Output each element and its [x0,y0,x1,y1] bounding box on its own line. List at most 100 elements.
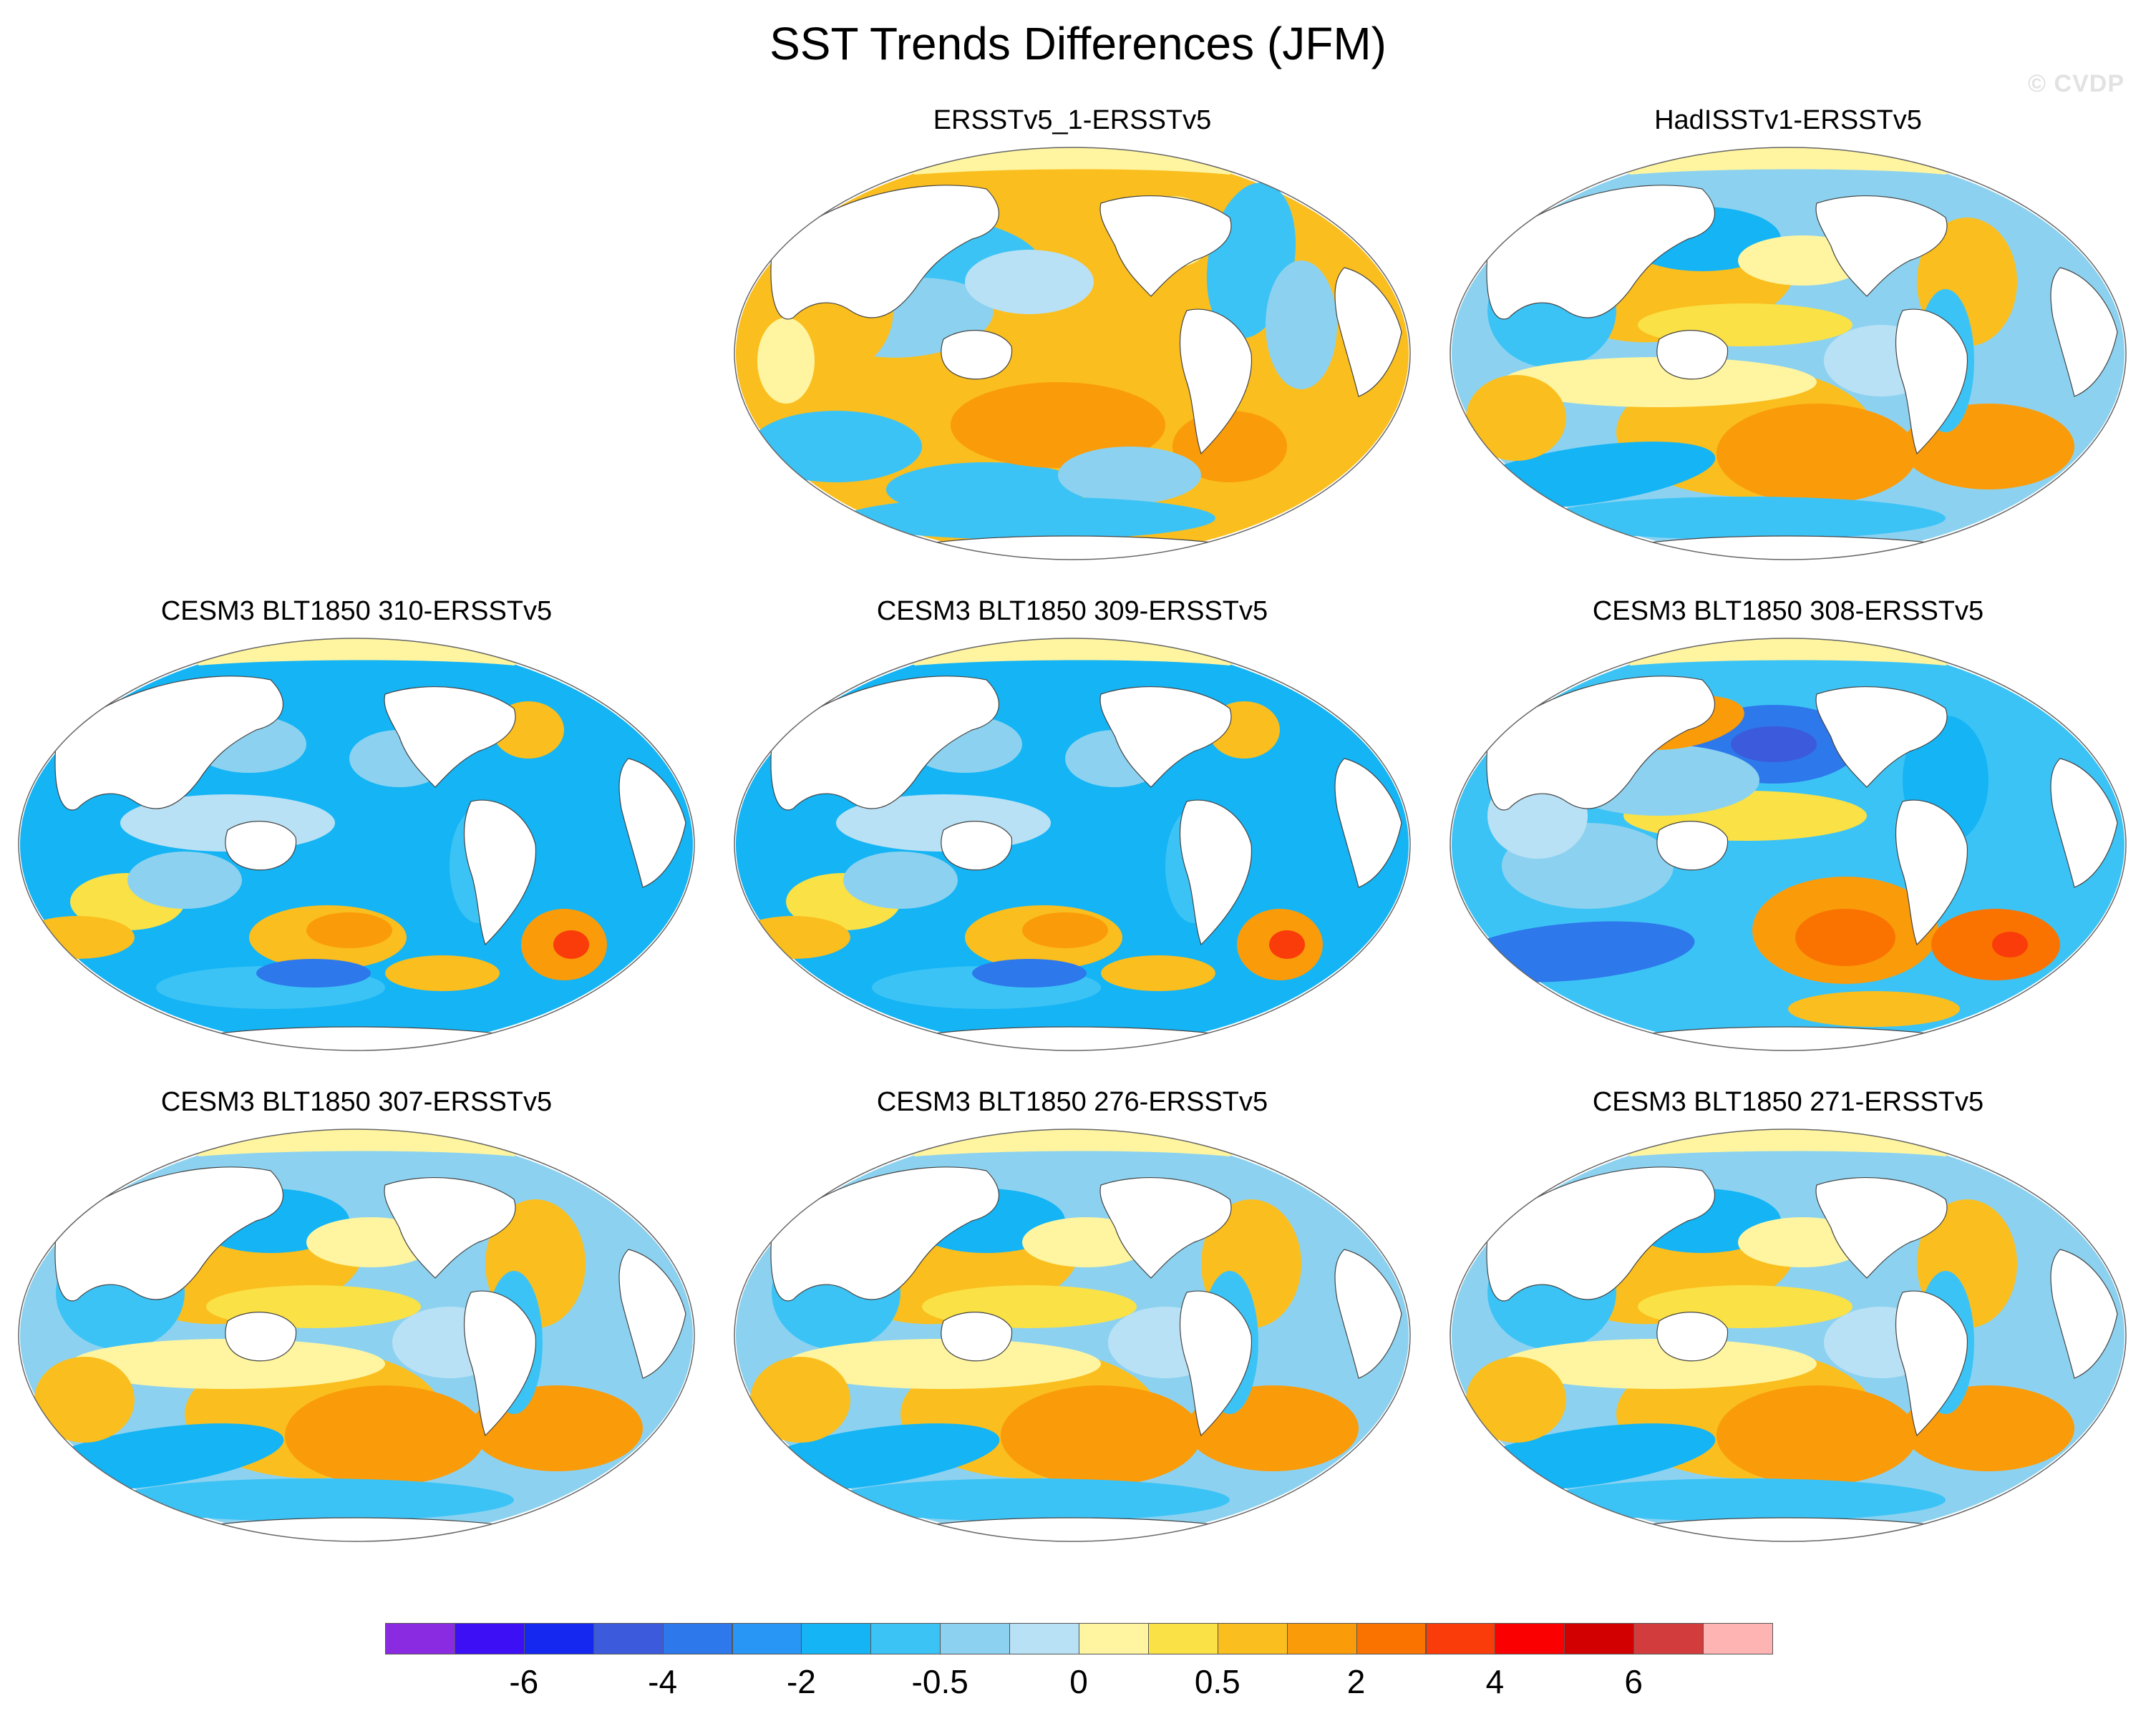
map-outline [734,1128,1411,1542]
map-svg [18,1128,695,1542]
colorbar-swatch [870,1623,941,1654]
land-mass [1815,686,1948,788]
panel-title: CESM3 BLT1850 308-ERSSTv5 [1592,596,1984,626]
colorbar-swatch [1009,1623,1079,1654]
map-panel-ersstv5-1: ERSSTv5_1-ERSSTv5 [729,104,1416,562]
map-panel-cesm3-307: CESM3 BLT1850 307-ERSSTv5 [13,1086,700,1544]
anomaly-region [757,318,815,404]
land-mass [1486,676,1715,811]
map-svg [734,147,1411,560]
land-mass [1179,799,1253,946]
colorbar-swatch [1147,1623,1218,1654]
map-panel-hadisstv1: HadISSTv1-ERSSTv5 [1444,104,2132,562]
panel-title: CESM3 BLT1850 309-ERSSTv5 [876,596,1268,626]
panel-title: HadISSTv1-ERSSTv5 [1654,105,1922,135]
colorbar-tick-label: 0.5 [1194,1663,1240,1700]
land-mass [1656,821,1729,871]
anomaly-region [1502,1339,1817,1389]
land-mass [54,1166,283,1302]
land-mass [1486,1166,1715,1302]
sst-field [1452,147,2125,560]
anomaly-region [306,912,392,948]
anomaly-region [1022,912,1108,948]
land-mass [770,185,999,320]
sst-field [736,1129,1409,1541]
anomaly-region [285,1385,485,1486]
colorbar-swatch [1564,1623,1635,1654]
land-mass [384,1176,516,1279]
anomaly-region [1795,909,1895,966]
colorbar-tick-label: 6 [1624,1663,1643,1700]
colorbar-tick-label: -4 [648,1663,678,1700]
land-mass [1334,1249,1402,1379]
figure-title: SST Trends Differences (JFM) [769,18,1387,69]
colorbar-swatch [385,1623,455,1654]
map-outline [1450,1128,2127,1542]
land-mass [2050,758,2118,888]
anomaly-region [1058,447,1201,504]
anomaly-region [1502,357,1817,407]
colorbar-tick-label: -2 [786,1663,816,1700]
map-panel-cesm3-308: CESM3 BLT1850 308-ERSSTv5 [1444,595,2132,1053]
anomaly-region [70,1339,385,1389]
land-mass [384,686,516,788]
anomaly-region [1101,955,1215,991]
colorbar-swatch [593,1623,664,1654]
land-mass [1486,185,1715,320]
anomaly-region [256,959,371,988]
panel-title: CESM3 BLT1850 271-ERSSTv5 [1592,1087,1984,1117]
land-mass [1815,195,1948,297]
land-mass [1179,308,1253,455]
anomaly-region [1716,1385,1917,1486]
land-mass [1334,267,1402,397]
colorbar-swatch [662,1623,733,1654]
colorbar-swatch [940,1623,1011,1654]
land-mass [1179,1290,1253,1437]
land-mass [54,676,283,811]
colorbar-swatch [732,1623,802,1654]
map-panel-cesm3-309: CESM3 BLT1850 309-ERSSTv5 [729,595,1416,1053]
map-outline [1450,147,2127,560]
anomaly-region [1992,932,2028,957]
map-outline [18,638,695,1051]
colorbar-tick-label: 2 [1346,1663,1366,1700]
colorbar-swatch [1495,1623,1565,1654]
colorbar-swatch [1217,1623,1288,1654]
land-mass [941,821,1013,871]
map-outline [18,1128,695,1542]
land-mass [1656,330,1729,380]
anomaly-region [1545,497,1946,540]
colorbar-swatch [1286,1623,1357,1654]
colorbar-swatch [1633,1623,1704,1654]
anomaly-region [1001,1385,1201,1486]
land-mass [225,821,297,871]
anomaly-region [1269,930,1305,959]
anomaly-region [385,955,500,991]
colorbar-tick-label: 4 [1485,1663,1505,1700]
colorbar-swatch [523,1623,594,1654]
map-panel-cesm3-310: CESM3 BLT1850 310-ERSSTv5 [13,595,700,1053]
anomaly-region [843,852,958,909]
anomaly-region [951,382,1165,468]
colorbar-swatch [1425,1623,1496,1654]
panel-title: CESM3 BLT1850 307-ERSSTv5 [160,1087,553,1117]
panel-title: CESM3 BLT1850 310-ERSSTv5 [160,596,553,626]
anomaly-region [20,916,135,959]
anomaly-region [1788,991,1960,1027]
land-mass [463,799,537,946]
anomaly-region [1716,404,1917,504]
map-outline [734,147,1411,560]
sst-field [1452,1129,2125,1541]
anomaly-region [1545,1478,1946,1521]
panel-title: ERSSTv5_1-ERSSTv5 [933,105,1212,135]
colorbar-swatch [1079,1623,1149,1654]
land-mass [770,676,999,811]
map-outline [1450,638,2127,1051]
map-panel-cesm3-271: CESM3 BLT1850 271-ERSSTv5 [1444,1086,2132,1544]
land-mass [1815,1176,1948,1279]
land-mass [1334,758,1402,888]
land-mass [1895,308,1968,455]
anomaly-region [127,852,242,909]
colorbar-tick-label: -0.5 [911,1663,968,1700]
anomaly-region [553,930,589,959]
